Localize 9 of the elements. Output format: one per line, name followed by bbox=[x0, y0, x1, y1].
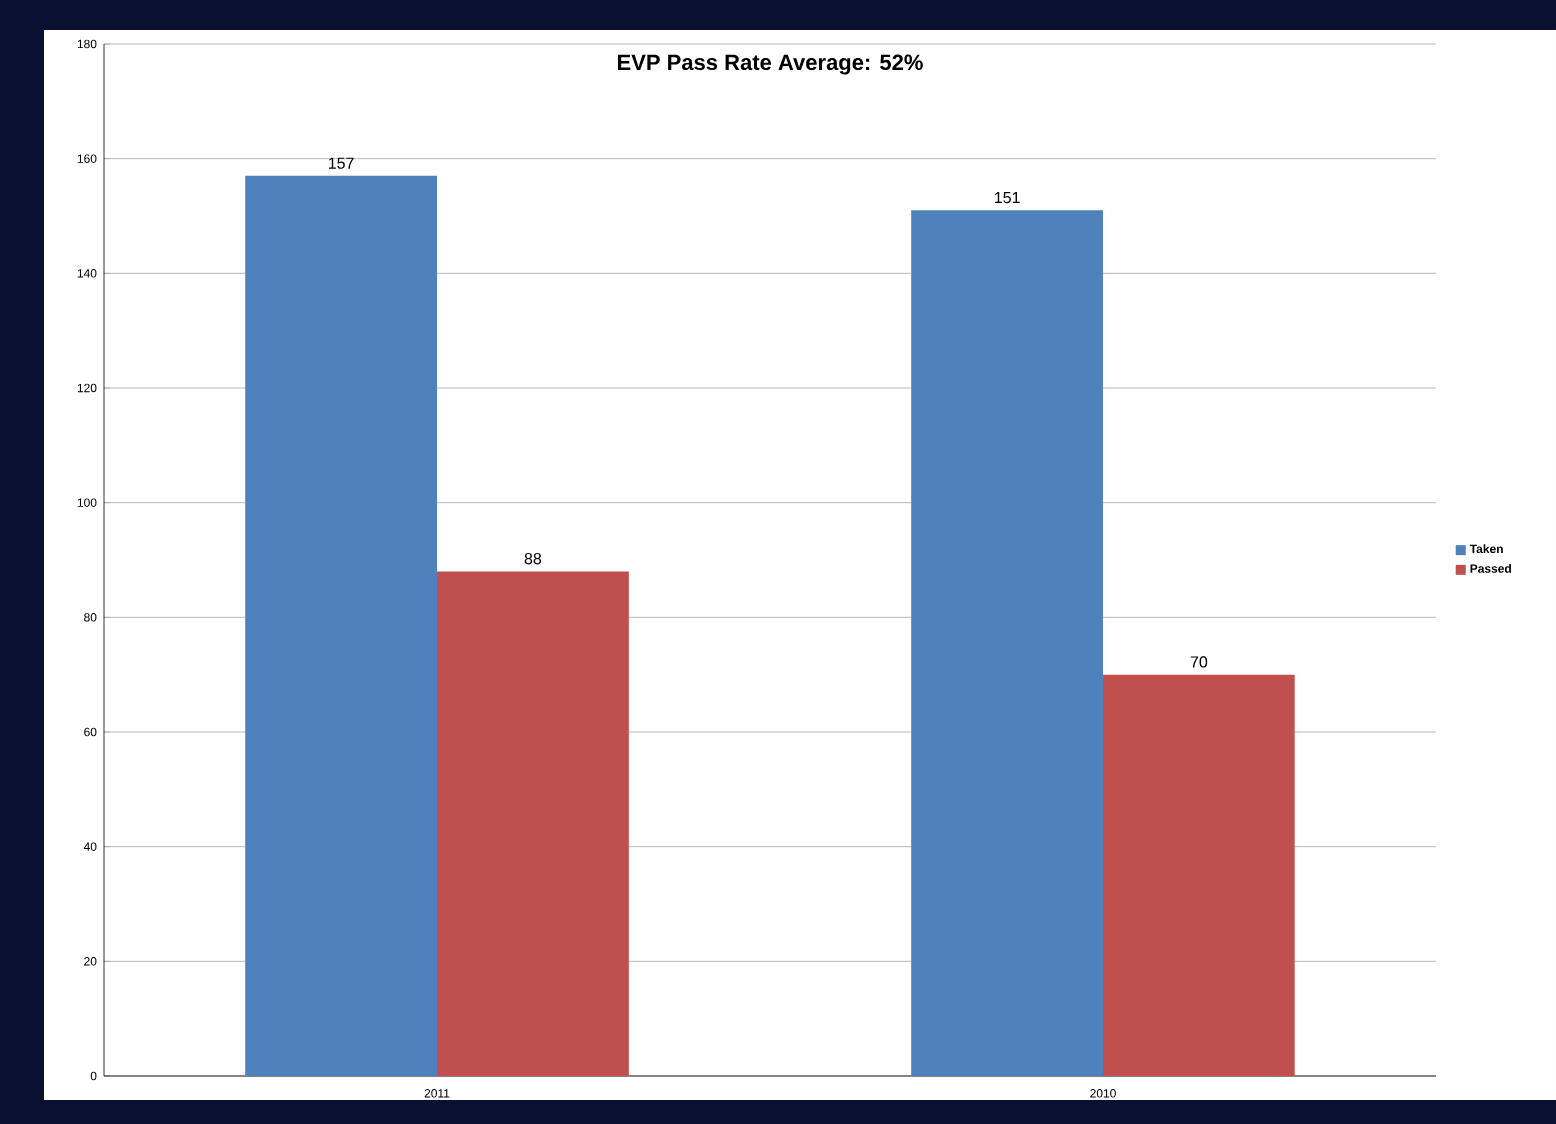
bar bbox=[437, 571, 629, 1076]
data-label: 88 bbox=[524, 553, 542, 565]
bar bbox=[245, 175, 438, 1076]
data-label: 151 bbox=[994, 192, 1020, 204]
bar bbox=[911, 210, 1104, 1076]
data-label: 157 bbox=[328, 157, 354, 169]
chart-title: EVP Pass Rate Average: 52% bbox=[618, 54, 923, 75]
data-label: 70 bbox=[1190, 656, 1208, 668]
bar bbox=[1103, 674, 1295, 1076]
